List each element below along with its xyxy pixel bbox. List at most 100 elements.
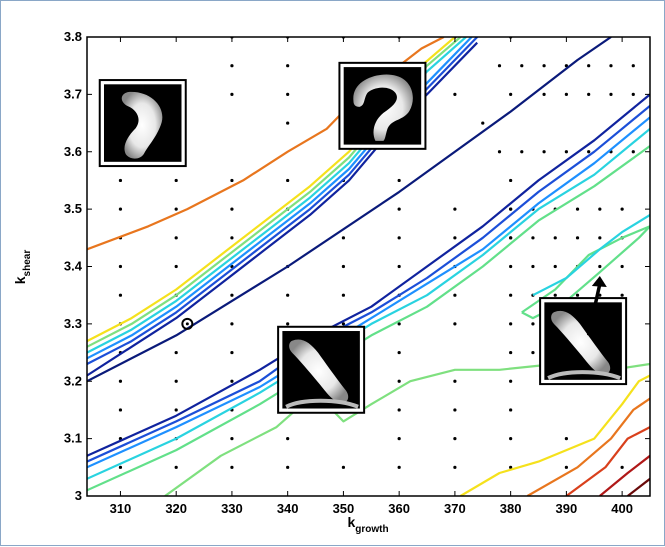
sample-point — [174, 178, 178, 183]
sample-point — [509, 207, 513, 211]
y-tick-label: 3.1 — [64, 431, 82, 446]
sample-point — [598, 264, 602, 269]
sample-point — [620, 465, 624, 469]
sample-point — [575, 236, 580, 240]
sample-point — [553, 264, 557, 269]
x-axis-label: kgrowth — [347, 514, 388, 535]
contour-line — [87, 37, 445, 251]
y-axis-label: kshear — [12, 250, 33, 285]
contour-line — [565, 426, 650, 496]
sample-point — [397, 350, 401, 355]
x-tick-label: 400 — [611, 501, 633, 516]
sample-point — [631, 150, 635, 154]
sample-point — [620, 293, 624, 297]
contour-line — [87, 127, 650, 480]
y-tick-label: 3.3 — [64, 316, 82, 331]
sample-point — [286, 293, 290, 297]
sample-point — [520, 150, 524, 154]
sample-point — [620, 207, 624, 211]
inset-shape — [289, 339, 349, 403]
sample-point — [481, 121, 485, 125]
contour-line — [627, 477, 650, 496]
inset-diagonal-streak — [539, 297, 628, 386]
sample-point — [609, 92, 613, 96]
sample-point — [118, 408, 123, 412]
sample-point — [397, 465, 401, 469]
sample-point — [174, 379, 178, 383]
sample-point — [397, 264, 401, 269]
sample-point — [531, 264, 535, 269]
sample-point — [531, 322, 535, 326]
sample-point — [609, 64, 613, 68]
sample-point — [453, 379, 457, 383]
sample-point — [397, 379, 401, 383]
sample-point — [631, 92, 635, 96]
sample-point — [598, 207, 602, 211]
x-axis-ticks: 310 320 330 340 350 360 370 380 390 400 — [110, 37, 633, 516]
contour-line — [599, 454, 650, 496]
sample-point — [453, 437, 457, 441]
x-tick-label: 370 — [444, 501, 466, 516]
sample-point — [587, 64, 591, 68]
contour-line — [87, 37, 612, 383]
sample-point — [286, 322, 290, 326]
sample-point — [531, 350, 535, 355]
highlight-center — [185, 322, 189, 326]
inset-base-streak — [547, 370, 621, 380]
contour-line — [459, 374, 650, 496]
sample-point — [542, 150, 546, 154]
inset-crescent — [98, 79, 187, 168]
inset-diagonal-streak — [277, 325, 366, 414]
y-tick-label: 3.5 — [64, 201, 82, 216]
y-tick-label: 3 — [75, 488, 82, 503]
sample-point — [520, 64, 524, 68]
inset-shape — [121, 91, 163, 159]
sample-point — [397, 178, 401, 183]
sample-point — [230, 293, 234, 297]
sample-point — [509, 178, 513, 183]
sample-point — [341, 465, 346, 469]
inset-shape — [353, 74, 413, 141]
x-tick-label: 310 — [110, 501, 132, 516]
sample-point — [587, 92, 591, 96]
highlight-ring — [181, 317, 194, 330]
sample-point — [397, 207, 401, 211]
sample-point — [286, 178, 290, 183]
sample-point — [118, 207, 123, 211]
sample-point — [564, 465, 568, 469]
sample-point — [509, 236, 513, 240]
x-tick-label: 390 — [556, 501, 578, 516]
x-tick-label: 340 — [277, 501, 299, 516]
sample-point — [564, 150, 568, 154]
highlighted-marker — [181, 317, 194, 330]
sample-point — [230, 236, 234, 240]
sample-point — [286, 465, 290, 469]
sample-point — [553, 236, 557, 240]
y-tick-label: 3.2 — [64, 373, 82, 388]
sample-point — [509, 437, 513, 441]
arrow-shaft — [586, 283, 602, 336]
sample-point — [509, 92, 513, 96]
contour-line — [87, 145, 650, 492]
sample-point — [542, 64, 546, 68]
sample-point — [341, 236, 346, 240]
sample-point — [286, 437, 290, 441]
x-tick-label: 330 — [221, 501, 243, 516]
sample-point — [531, 236, 535, 240]
sample-point — [174, 264, 178, 269]
sample-point — [598, 236, 602, 240]
sample-point — [453, 465, 457, 469]
sample-point — [174, 236, 178, 240]
sample-point — [509, 465, 513, 469]
sample-point — [453, 322, 457, 326]
sample-point — [230, 437, 234, 441]
sample-point — [118, 293, 123, 297]
sample-point — [174, 408, 178, 412]
x-tick-label: 320 — [165, 501, 187, 516]
inset-base-streak — [285, 398, 359, 409]
sample-point — [509, 264, 513, 269]
sample-point — [174, 465, 178, 469]
y-tick-label: 3.8 — [64, 29, 82, 44]
sample-point — [230, 64, 234, 68]
